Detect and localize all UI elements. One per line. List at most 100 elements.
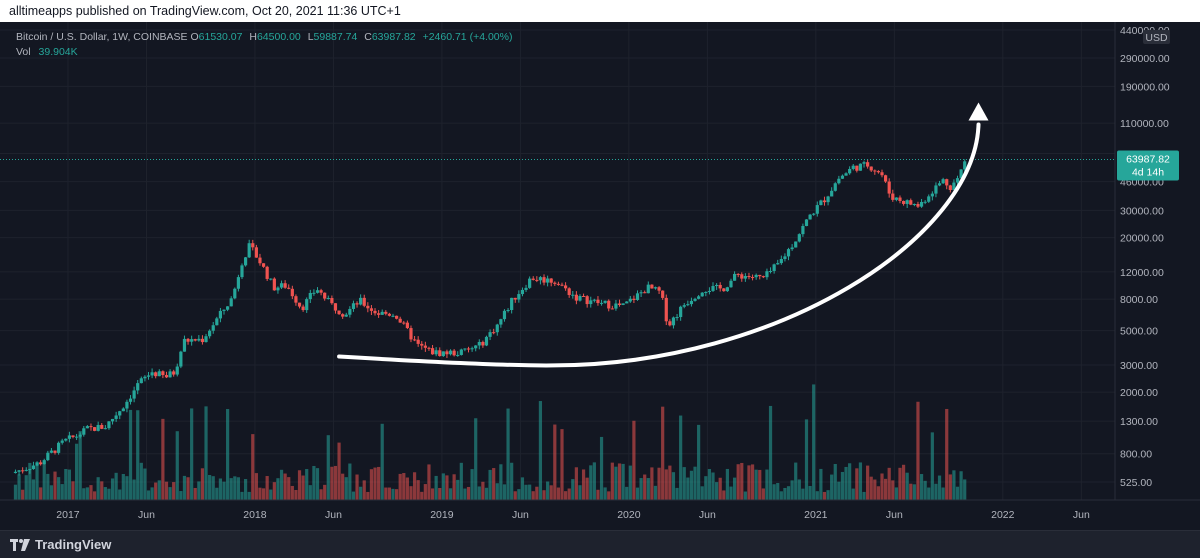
candle-body — [481, 341, 485, 346]
candle-body — [24, 469, 28, 471]
candle-body — [574, 294, 578, 301]
candle-body — [740, 274, 744, 279]
volume-bar — [359, 486, 363, 500]
candle-body — [783, 256, 787, 260]
volume-bar — [945, 408, 949, 500]
volume-bar — [474, 418, 478, 500]
candle-body — [743, 275, 747, 279]
candle-body — [362, 297, 366, 306]
volume-bar — [887, 467, 891, 500]
time-scale-bg[interactable] — [0, 500, 1200, 530]
candle-body — [423, 345, 427, 348]
volume-bar — [571, 479, 575, 500]
candle-body — [589, 300, 593, 305]
volume-bar — [833, 464, 837, 500]
volume-bar — [110, 478, 115, 500]
volume-bar — [452, 474, 456, 500]
candle-body — [251, 243, 255, 248]
candle-body — [405, 322, 409, 329]
volume-bar — [866, 465, 870, 500]
candle-body — [704, 291, 708, 293]
candle-body — [711, 286, 715, 291]
volume-bar — [484, 487, 489, 500]
volume-bar — [538, 401, 543, 500]
tradingview-logo[interactable]: TradingView — [10, 537, 111, 552]
candle-body — [499, 319, 503, 325]
volume-bar — [603, 487, 607, 500]
candle-body — [578, 296, 582, 301]
volume-bar — [560, 429, 564, 500]
candle-body — [459, 349, 463, 355]
candle-body — [355, 303, 359, 305]
volume-bar — [157, 480, 161, 500]
volume-bar — [546, 481, 550, 500]
candle-body — [635, 293, 640, 300]
volume-bar — [423, 484, 427, 500]
price-scale-bg[interactable] — [1115, 22, 1200, 500]
candle-body — [64, 438, 68, 441]
candle-body — [707, 290, 712, 292]
volume-bar — [617, 463, 622, 500]
volume-bar — [639, 478, 643, 500]
last-price-badge: 63987.82 4d 14h — [1117, 150, 1179, 181]
volume-bar — [869, 476, 873, 500]
price-tick-label: 30000.00 — [1120, 205, 1164, 217]
volume-bar — [693, 466, 697, 500]
volume-bar — [750, 464, 755, 500]
volume-bar — [704, 476, 708, 500]
candle-body — [218, 310, 223, 319]
volume-bar — [510, 462, 514, 500]
volume-bar — [89, 485, 93, 500]
low-label: L — [308, 31, 314, 43]
candle-body — [581, 296, 586, 298]
candle-body — [513, 297, 517, 300]
price-tick-label: 800.00 — [1120, 449, 1152, 461]
volume-bar — [635, 487, 640, 500]
currency-badge[interactable] — [1143, 30, 1170, 44]
curve-arrow-shaft — [337, 122, 981, 368]
volume-bar — [653, 485, 658, 500]
volume-bar — [78, 431, 82, 500]
candle-body — [517, 294, 521, 300]
volume-bar — [894, 487, 898, 500]
volume-bar — [319, 489, 323, 500]
candle-body — [139, 378, 143, 384]
svg-text:Bitcoin / U.S. Dollar, 1W, COI: Bitcoin / U.S. Dollar, 1W, COINBASE O615… — [16, 31, 512, 43]
open-value: 61530.07 — [199, 31, 243, 43]
volume-bar — [718, 477, 722, 500]
volume-bar — [71, 481, 75, 500]
volume-bar — [226, 409, 230, 500]
candle-body — [873, 170, 877, 172]
candle-body — [157, 371, 161, 377]
candle-body — [333, 303, 338, 311]
candle-body — [78, 434, 82, 437]
candle-body — [254, 247, 258, 258]
candle-body — [790, 247, 794, 250]
candle-body — [794, 241, 798, 248]
candle-body — [700, 292, 704, 297]
candle-body — [675, 317, 679, 319]
volume-bar — [297, 470, 302, 500]
volume-bar — [247, 491, 251, 500]
volume-bar — [556, 487, 561, 500]
svg-text:Vol 39.904K: Vol 39.904K — [16, 46, 78, 58]
volume-bar — [233, 476, 237, 500]
volume-bar — [740, 462, 744, 500]
volume-bar — [585, 477, 589, 500]
open-label: O — [190, 31, 198, 43]
grid-lines — [0, 22, 1115, 500]
candle-body — [186, 338, 190, 342]
candle-body — [945, 179, 949, 186]
last-price-value: 63987.82 — [1126, 153, 1170, 165]
candle-body — [909, 200, 913, 205]
volume-bar — [272, 482, 276, 500]
volume-bar — [729, 486, 733, 500]
volume-bar — [563, 491, 568, 500]
candle-body — [136, 383, 140, 391]
time-tick-label: Jun — [886, 509, 903, 521]
candle-body — [671, 317, 676, 326]
currency-label: USD — [1145, 32, 1168, 44]
candle-body — [679, 306, 683, 318]
price-chart[interactable]: 440000.00290000.00190000.00110000.007000… — [0, 22, 1200, 530]
volume-bar — [182, 475, 187, 500]
